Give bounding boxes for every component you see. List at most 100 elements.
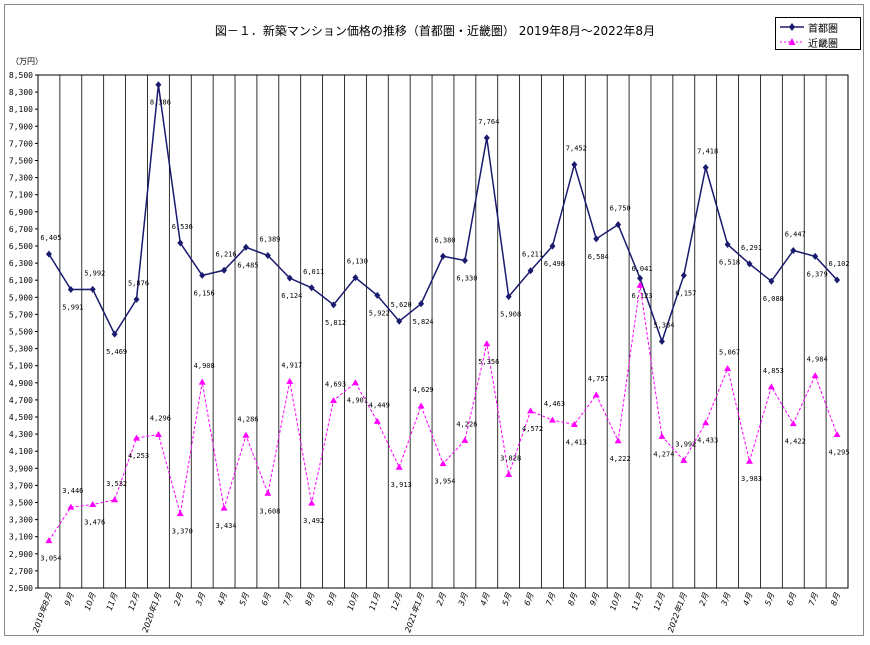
x-tick-label: 2月: [172, 591, 185, 607]
x-tick-label: 5月: [238, 591, 251, 607]
y-tick-label: 5,700: [9, 310, 33, 319]
data-label: 4,463: [544, 400, 565, 408]
data-point-shutoken: [440, 252, 446, 260]
data-label: 4,274: [653, 450, 674, 458]
x-tick-label: 2020年1月: [141, 591, 164, 634]
y-tick-label: 6,900: [9, 208, 33, 217]
data-label: 6,123: [631, 292, 652, 300]
legend-label-shutoken: 首都圏: [808, 23, 838, 35]
data-point-shutoken: [264, 251, 271, 259]
data-point-shutoken: [593, 235, 600, 243]
y-tick-label: 7,300: [9, 174, 33, 183]
y-tick-label: 4,300: [9, 430, 33, 439]
data-point-shutoken: [374, 291, 381, 299]
data-point-shutoken: [461, 257, 468, 265]
data-point-shutoken: [286, 274, 293, 282]
data-point-kinki: [439, 460, 447, 467]
y-tick-label: 3,100: [9, 533, 33, 542]
data-point-shutoken: [418, 300, 425, 308]
y-tick-label: 8,100: [9, 105, 33, 114]
data-label: 4,917: [281, 361, 302, 369]
data-label: 6,291: [741, 244, 762, 252]
data-label: 7,418: [697, 148, 718, 156]
data-label: 8,386: [150, 99, 171, 107]
y-tick-label: 3,900: [9, 464, 33, 473]
data-label: 5,908: [500, 311, 521, 319]
data-point-kinki: [636, 281, 644, 288]
data-point-kinki: [264, 489, 272, 496]
data-label: 6,011: [303, 268, 324, 276]
y-tick-label: 6,100: [9, 276, 33, 285]
x-tick-label: 3月: [457, 591, 470, 607]
x-tick-label: 12月: [652, 591, 667, 612]
x-tick-label: 8月: [304, 591, 317, 607]
data-point-shutoken: [242, 243, 249, 251]
y-tick-label: 7,700: [9, 139, 33, 148]
plot-area: [37, 74, 849, 589]
data-label: 4,222: [610, 455, 631, 463]
legend-item-kinki: 近畿圏: [780, 35, 838, 50]
x-tick-label: 3月: [194, 591, 207, 607]
data-point-shutoken: [177, 239, 184, 247]
data-point-shutoken: [505, 293, 512, 301]
data-label: 6,124: [281, 292, 302, 300]
data-label: 3,954: [434, 478, 455, 486]
data-point-kinki: [417, 402, 425, 409]
data-point-kinki: [527, 407, 535, 414]
y-tick-label: 4,100: [9, 447, 33, 456]
data-label: 6,211: [522, 251, 543, 259]
y-tick-label: 5,300: [9, 345, 33, 354]
data-label: 3,476: [84, 519, 105, 527]
data-point-kinki: [505, 470, 513, 477]
data-label: 4,413: [566, 438, 587, 446]
data-point-kinki: [351, 379, 359, 386]
data-label: 5,620: [391, 301, 412, 309]
x-tick-label: 2月: [698, 591, 711, 607]
data-label: 5,922: [369, 309, 390, 317]
data-label: 4,853: [763, 367, 784, 375]
data-label: 4,295: [829, 449, 850, 457]
data-point-shutoken: [155, 81, 162, 89]
data-point-shutoken: [571, 161, 578, 169]
data-point-kinki: [745, 457, 753, 464]
data-label: 4,433: [697, 437, 718, 445]
data-label: 6,405: [40, 234, 61, 242]
data-point-shutoken: [330, 301, 337, 309]
x-tick-label: 8月: [566, 591, 579, 607]
x-tick-label: 2019年8月: [31, 591, 54, 634]
data-point-kinki: [702, 419, 710, 426]
data-label: 6,330: [456, 275, 477, 283]
data-label: 6,156: [194, 289, 215, 297]
y-tick-label: 4,700: [9, 396, 33, 405]
data-label: 4,296: [150, 414, 171, 422]
x-tick-label: 4月: [741, 591, 754, 607]
x-tick-label: 6月: [260, 591, 273, 607]
data-label: 5,067: [719, 349, 740, 357]
data-label: 3,913: [391, 481, 412, 489]
y-tick-label: 6,300: [9, 259, 33, 268]
data-point-kinki: [658, 432, 666, 439]
data-label: 4,422: [785, 438, 806, 446]
data-label: 3,828: [500, 454, 521, 462]
y-tick-label: 4,900: [9, 379, 33, 388]
data-label: 6,379: [807, 270, 828, 278]
legend: 首都圏 近畿圏: [775, 17, 861, 50]
x-tick-label: 12月: [389, 591, 404, 612]
y-tick-label: 2,900: [9, 550, 33, 559]
data-point-kinki: [614, 437, 622, 444]
x-tick-label: 9月: [63, 591, 76, 607]
data-point-kinki: [176, 510, 184, 517]
data-point-shutoken: [67, 286, 74, 294]
data-point-kinki: [592, 391, 600, 398]
data-point-shutoken: [680, 271, 687, 279]
x-tick-label: 6月: [523, 591, 536, 607]
data-point-kinki: [45, 537, 53, 544]
chart-frame: [4, 4, 864, 636]
chart-title: 図－１．新築マンション価格の推移（首都圏・近畿圏） 2019年8月～2022年8…: [214, 24, 656, 38]
data-label: 4,693: [325, 380, 346, 388]
data-point-shutoken: [396, 317, 403, 325]
data-label: 6,750: [610, 205, 631, 213]
y-axis-label: （万円）: [11, 57, 43, 66]
data-point-kinki: [724, 365, 732, 372]
y-tick-label: 6,700: [9, 225, 33, 234]
